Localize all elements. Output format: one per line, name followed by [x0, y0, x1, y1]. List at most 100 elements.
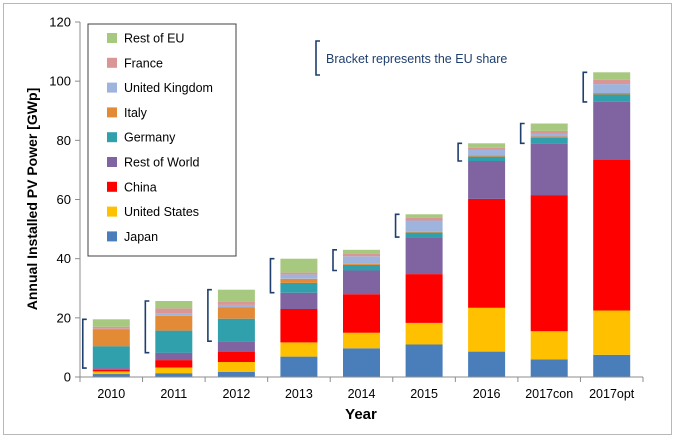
bar-segment-rest-of-eu-2014: [343, 249, 380, 254]
x-tick-label-2016: 2016: [473, 387, 501, 401]
x-tick-label-2010: 2010: [97, 387, 125, 401]
eu-bracket-2013: [269, 257, 275, 294]
bar-segment-italy-2017con: [530, 136, 568, 138]
bar-segment-rest-of-eu-2013: [280, 258, 318, 273]
bar-segment-china-2015: [405, 274, 443, 323]
bar-segment-rest-of-eu-2017opt: [593, 72, 631, 80]
bar-segment-rest-of-eu-2015: [405, 214, 443, 218]
bar-segment-germany-2012: [217, 318, 255, 342]
legend-label-united-states: United States: [124, 205, 199, 219]
bar-segment-rest-of-world-2017opt: [593, 101, 631, 160]
bar-segment-france-2015: [405, 217, 443, 221]
bar-segment-japan-2013: [280, 356, 318, 377]
x-tick-label-2013: 2013: [285, 387, 313, 401]
legend-swatch-rest-of-eu: [107, 33, 117, 43]
y-tick-label-20: 20: [57, 310, 71, 325]
bar-segment-france-2017con: [530, 130, 568, 134]
bar-segment-united-states-2017con: [530, 331, 568, 360]
legend-swatch-united-kingdom: [107, 82, 117, 93]
bar-segment-rest-of-world-2017con: [530, 143, 568, 196]
bar-segment-china-2014: [343, 294, 380, 333]
eu-bracket-2011: [144, 300, 150, 354]
bar-segment-united-kingdom-2016: [468, 149, 506, 156]
bar-segment-japan-2010: [92, 374, 130, 377]
y-tick-label-60: 60: [57, 192, 71, 207]
bar-segment-rest-of-world-2015: [405, 237, 443, 275]
legend-label-rest-of-eu: Rest of EU: [124, 32, 184, 46]
bar-segment-united-kingdom-2017opt: [593, 84, 631, 93]
bar-segment-china-2017con: [530, 195, 568, 332]
legend-swatch-china: [107, 181, 117, 192]
y-tick-label-120: 120: [49, 15, 71, 30]
legend-label-italy: Italy: [124, 106, 148, 120]
bar-segment-rest-of-eu-2012: [217, 289, 255, 302]
bar-segment-france-2010: [92, 326, 130, 329]
annotation-text: Bracket represents the EU share: [326, 52, 507, 66]
y-tick-label-100: 100: [49, 74, 71, 89]
bar-segment-china-2017opt: [593, 159, 631, 311]
bar-segment-france-2017opt: [593, 79, 631, 85]
legend-swatch-germany: [107, 132, 117, 143]
bar-segment-france-2013: [280, 272, 318, 275]
x-tick-label-2017opt: 2017opt: [589, 387, 635, 401]
eu-bracket-2010: [81, 318, 87, 369]
bar-segment-italy-2017opt: [593, 93, 631, 95]
bar-segment-united-states-2015: [405, 322, 443, 345]
bar-segment-united-kingdom-2011: [155, 313, 193, 316]
annotation: Bracket represents the EU share: [315, 40, 507, 76]
legend-label-united-kingdom: United Kingdom: [124, 81, 213, 95]
y-tick-label-40: 40: [57, 251, 71, 266]
eu-bracket-2017opt: [582, 71, 588, 103]
bar-segment-france-2011: [155, 308, 193, 314]
eu-bracket-2015: [394, 213, 400, 238]
bar-segment-italy-2012: [217, 307, 255, 319]
legend-label-japan: Japan: [124, 230, 158, 244]
bar-segment-italy-2011: [155, 315, 193, 331]
bar-segment-germany-2010: [92, 346, 130, 369]
bar-segment-rest-of-eu-2016: [468, 143, 506, 148]
legend-swatch-france: [107, 57, 117, 68]
bar-segment-japan-2014: [343, 348, 380, 377]
y-tick-label-80: 80: [57, 133, 71, 148]
bar-segment-italy-2013: [280, 278, 318, 283]
bar-segment-china-2016: [468, 198, 506, 308]
legend-swatch-united-states: [107, 206, 117, 217]
bar-segment-japan-2017opt: [593, 354, 631, 377]
bar-segment-united-kingdom-2012: [217, 304, 255, 308]
bar-segment-united-states-2011: [155, 367, 193, 374]
legend-label-china: China: [124, 180, 157, 194]
legend-swatch-rest-of-world: [107, 157, 117, 167]
bar-segment-france-2014: [343, 253, 380, 257]
x-tick-label-2012: 2012: [222, 387, 250, 401]
bar-segment-france-2016: [468, 147, 506, 150]
bar-segment-germany-2015: [405, 232, 443, 237]
bar-segment-japan-2012: [217, 372, 255, 377]
bar-segment-united-states-2012: [217, 361, 255, 372]
y-axis-title: Annual Installed PV Power [GWp]: [24, 88, 40, 310]
bar-segment-united-states-2017opt: [593, 310, 631, 355]
y-tick-label-0: 0: [64, 370, 71, 385]
legend-label-rest-of-world: Rest of World: [124, 156, 200, 170]
bar-segment-rest-of-world-2011: [155, 352, 193, 361]
x-axis-title: Year: [345, 406, 377, 423]
bar-segment-rest-of-world-2012: [217, 341, 255, 352]
axes: 2010 2011 2012 2013 2014 2015 2016 2017con 2017o…: [49, 15, 644, 401]
bar-segment-rest-of-world-2013: [280, 292, 318, 309]
bar-segment-china-2012: [217, 351, 255, 362]
bar-segment-united-states-2013: [280, 342, 318, 357]
bar-segment-rest-of-world-2014: [343, 270, 380, 295]
x-tick-label-2011: 2011: [160, 387, 187, 401]
x-tick-label-2017con: 2017con: [525, 387, 573, 401]
bar-segment-italy-2010: [92, 329, 130, 347]
eu-bracket-2012: [207, 288, 212, 342]
bar-segment-rest-of-world-2016: [468, 161, 506, 199]
bar-segment-united-kingdom-2013: [280, 274, 318, 279]
bar-segment-china-2013: [280, 309, 318, 343]
bar-segment-rest-of-eu-2011: [155, 301, 193, 309]
eu-brackets: [81, 71, 588, 369]
bar-segment-united-states-2014: [343, 332, 380, 349]
bar-segment-united-states-2016: [468, 307, 506, 352]
bar-segment-germany-2014: [343, 264, 380, 271]
bar-segment-japan-2015: [405, 344, 443, 377]
